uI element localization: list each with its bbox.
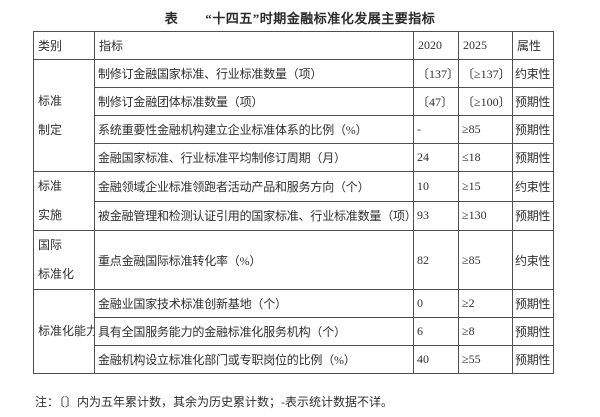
value-2025-cell: ≥85 [458, 230, 513, 290]
attribute-cell: 预期性 [512, 87, 554, 116]
attribute-cell: 约束性 [512, 59, 554, 88]
table-row: 标准化能力 金融业国家技术标准创新基地（个） 0 ≥2 预期性 [33, 289, 554, 374]
value-2020-cell: 93 [413, 200, 459, 231]
value-2025-cell: ≥55 [458, 345, 513, 374]
category-cell: 标准化能力 [33, 289, 95, 374]
table-row: 国际 标准化 重点金融国际标准转化率（%） 82 ≥85 约束性 [33, 230, 554, 290]
indicator-cell: 金融国家标准、行业标准平均制修订周期（月） [94, 143, 414, 172]
category-cell: 标准 实施 [33, 171, 95, 231]
value-2025-cell: 〔≥100〕 [458, 87, 513, 116]
table-row: 具有全国服务能力的金融标准化服务机构（个） 6 ≥8 预期性 [34, 317, 554, 346]
category-label: 制定 [38, 122, 63, 137]
indicator-cell: 金融领域企业标准领跑者活动产品和服务方向（个） [94, 171, 414, 202]
attribute-cell: 约束性 [512, 230, 554, 290]
value-2025-cell: ≥15 [458, 171, 513, 202]
value-2025-cell: ≥2 [458, 289, 513, 318]
category-label: 标准 [38, 179, 63, 193]
indicator-cell: 制修订金融团体标准数量（项） [94, 87, 414, 116]
table-row: 标准 制定 制修订金融国家标准、行业标准数量（项） 〔137〕 〔≥137〕 约束性 [33, 59, 554, 172]
footnote: 注：〔〕内为五年累计数，其余为历史累计数；-表示统计数据不详。 [35, 395, 393, 409]
value-2025-cell: 〔≥137〕 [458, 59, 513, 88]
category-label: 标准化能力 [38, 324, 95, 338]
attribute-cell: 预期性 [512, 289, 554, 318]
attribute-cell: 预期性 [512, 200, 554, 231]
category-cell: 国际 标准化 [33, 230, 95, 290]
header-2025: 2025 [458, 31, 513, 60]
value-2020-cell: 〔47〕 [413, 87, 459, 116]
indicator-cell: 具有全国服务能力的金融标准化服务机构（个） [94, 317, 414, 346]
table-title: 表 “十四五”时期金融标准化发展主要指标 [164, 11, 436, 26]
attribute-cell: 预期性 [512, 317, 554, 346]
attribute-cell: 约束性 [512, 171, 554, 202]
indicator-cell: 系统重要性金融机构建立企业标准体系的比例（%） [94, 115, 414, 144]
table-row: 被金融管理和检测认证引用的国家标准、行业标准数量（项） 93 ≥130 预期性 [34, 200, 554, 231]
value-2025-cell: ≥130 [458, 200, 513, 231]
table-row: 系统重要性金融机构建立企业标准体系的比例（%） - ≥85 预期性 [34, 115, 554, 144]
indicator-cell: 金融机构设立标准化部门或专职岗位的比例（%） [94, 345, 414, 374]
indicator-cell: 被金融管理和检测认证引用的国家标准、行业标准数量（项） [94, 200, 414, 231]
header-category: 类别 [33, 31, 95, 60]
table-row: 制修订金融团体标准数量（项） 〔47〕 〔≥100〕 预期性 [34, 87, 554, 116]
header-indicator: 指标 [94, 31, 414, 60]
table-row: 标准 实施 金融领域企业标准领跑者活动产品和服务方向（个） 10 ≥15 约束性 [33, 171, 554, 231]
header-2020: 2020 [413, 31, 459, 60]
value-2025-cell: ≤18 [458, 143, 513, 172]
category-label: 国际 [38, 238, 63, 252]
indicator-cell: 制修订金融国家标准、行业标准数量（项） [94, 59, 414, 88]
table-header-row: 类别 指标 2020 2025 属性 [33, 31, 554, 60]
indicator-cell: 重点金融国际标准转化率（%） [94, 230, 414, 290]
value-2020-cell: 24 [413, 143, 459, 172]
value-2020-cell: 82 [413, 230, 459, 290]
value-2020-cell: 40 [413, 345, 459, 374]
indicator-cell: 金融业国家技术标准创新基地（个） [94, 289, 414, 318]
value-2020-cell: - [413, 115, 459, 144]
category-label: 标准化 [38, 267, 75, 281]
category-cell: 标准 制定 [33, 59, 95, 172]
value-2020-cell: 〔137〕 [413, 59, 459, 88]
header-attribute: 属性 [512, 31, 554, 60]
value-2020-cell: 6 [413, 317, 459, 346]
value-2025-cell: ≥8 [458, 317, 513, 346]
table-row: 金融机构设立标准化部门或专职岗位的比例（%） 40 ≥55 预期性 [34, 345, 554, 374]
value-2020-cell: 0 [413, 289, 459, 318]
category-label: 实施 [38, 208, 63, 222]
attribute-cell: 预期性 [512, 143, 554, 172]
category-label: 标准 [38, 93, 63, 108]
indicators-table: 类别 指标 2020 2025 属性 标准 制定 制修订金融国家标准、行业标准数量（… [33, 31, 554, 374]
attribute-cell: 预期性 [512, 115, 554, 144]
attribute-cell: 预期性 [512, 345, 554, 374]
value-2020-cell: 10 [413, 171, 459, 202]
table-row: 金融国家标准、行业标准平均制修订周期（月） 24 ≤18 预期性 [34, 143, 554, 172]
value-2025-cell: ≥85 [458, 115, 513, 144]
